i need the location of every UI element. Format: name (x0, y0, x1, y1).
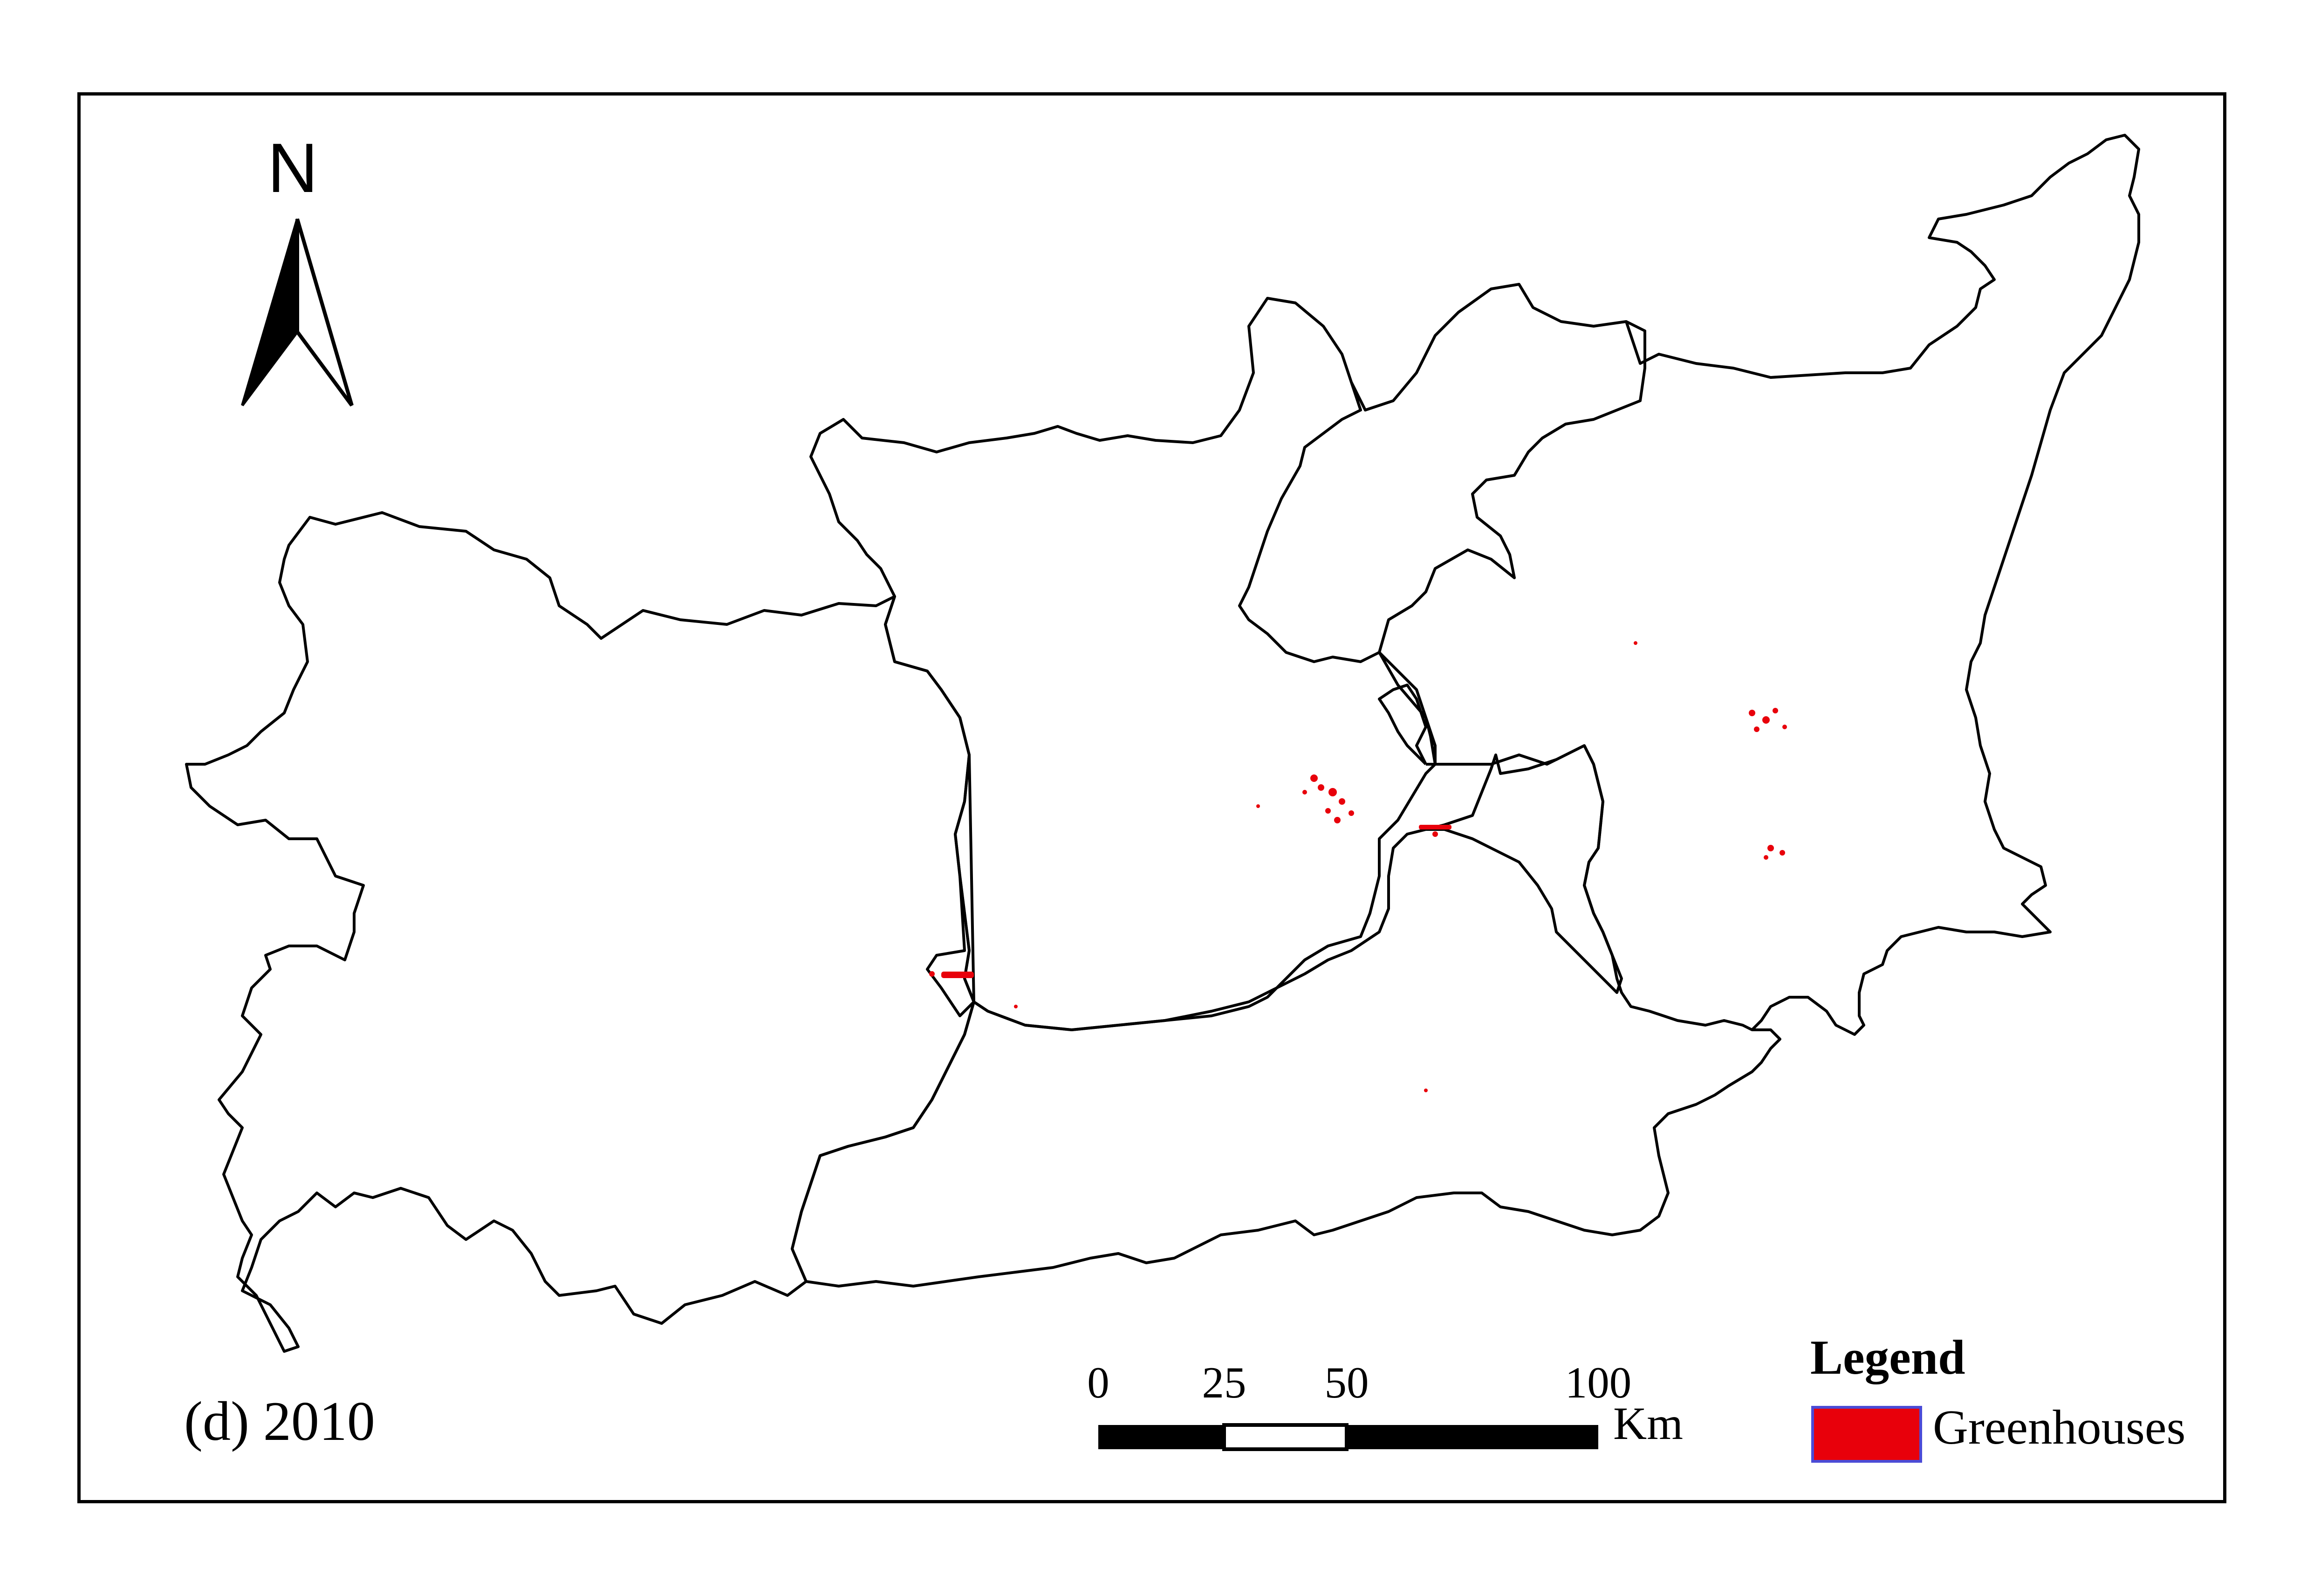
greenhouse-patch (1764, 855, 1768, 860)
district-boundary-central (884, 596, 1623, 1031)
panel-label: (d) 2010 (184, 1390, 375, 1452)
district-boundary-central-inner (973, 651, 1585, 1031)
scale-tick-100: 100 (1565, 1358, 1632, 1407)
scale-tick-50: 50 (1324, 1358, 1369, 1407)
greenhouse-patch (929, 971, 935, 977)
greenhouse-patch (1424, 1089, 1428, 1092)
district-boundary-west (185, 511, 975, 1353)
greenhouse-patch (1767, 845, 1774, 851)
greenhouse-patch (1782, 725, 1787, 729)
greenhouse-patch (1754, 726, 1759, 732)
scale-tick-25: 25 (1202, 1358, 1246, 1407)
greenhouse-patch (1634, 641, 1637, 645)
north-label: N (267, 129, 318, 207)
greenhouse-patch (1334, 817, 1341, 823)
greenhouse-patch (1762, 716, 1770, 724)
legend-title: Legend (1810, 1330, 1965, 1384)
district-boundary-south (791, 1001, 1781, 1288)
north-arrow-icon (241, 218, 354, 407)
greenhouse-patch (1325, 808, 1331, 814)
scale-unit-label: Km (1613, 1397, 1683, 1449)
greenhouse-patch (1432, 831, 1438, 837)
legend-item-label: Greenhouses (1933, 1400, 2186, 1454)
greenhouse-patch (1318, 784, 1324, 791)
greenhouse-patches (929, 641, 1787, 1092)
greenhouse-patch (1014, 1005, 1018, 1008)
legend-swatch-greenhouses (1811, 1406, 1922, 1463)
greenhouse-patch (1339, 798, 1345, 805)
map-frame (77, 92, 2226, 1503)
greenhouse-patch (1780, 850, 1785, 856)
greenhouse-patch (1773, 708, 1778, 713)
greenhouse-patch (1749, 710, 1755, 716)
district-boundary-north-central (809, 283, 1646, 663)
greenhouse-patch (1310, 774, 1318, 782)
scale-tick-0: 0 (1087, 1358, 1109, 1407)
greenhouse-patch (1419, 825, 1451, 829)
greenhouse-patch (941, 972, 974, 978)
greenhouse-patch (1256, 804, 1260, 808)
scale-bar (1098, 1423, 1598, 1451)
district-boundary-northeast (1583, 134, 2140, 1036)
greenhouse-patch (1349, 810, 1354, 816)
greenhouse-patch (1328, 788, 1337, 796)
greenhouse-patch (1302, 790, 1307, 795)
